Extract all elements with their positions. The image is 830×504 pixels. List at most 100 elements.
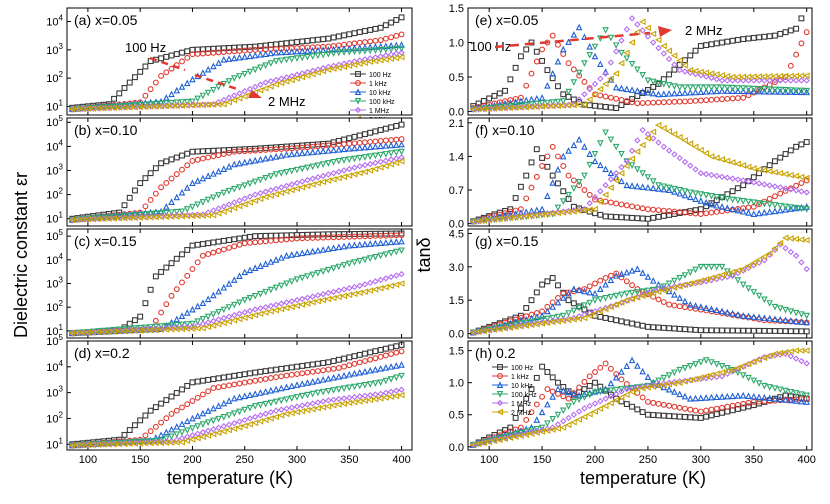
data-point	[288, 298, 295, 305]
data-point	[256, 418, 264, 425]
data-point	[607, 276, 615, 284]
data-point	[512, 64, 519, 71]
data-point	[634, 362, 641, 369]
data-point	[639, 292, 646, 300]
data-point	[283, 182, 290, 190]
data-point	[393, 32, 400, 39]
data-point	[771, 202, 779, 209]
data-point	[179, 279, 185, 286]
data-point	[252, 413, 259, 421]
data-point	[251, 178, 259, 186]
data-point	[309, 400, 316, 407]
data-point	[528, 159, 535, 166]
legend-label: 1 kHz	[369, 81, 387, 88]
data-point	[597, 388, 604, 396]
data-point	[319, 268, 327, 276]
data-point	[319, 65, 327, 72]
data-point	[215, 415, 222, 423]
data-point	[560, 101, 567, 109]
data-point	[116, 90, 123, 97]
data-point	[147, 86, 154, 93]
data-point	[612, 42, 620, 49]
data-point	[163, 397, 170, 404]
data-point	[288, 150, 296, 158]
data-point	[361, 43, 369, 51]
data-point	[628, 15, 636, 22]
data-point	[517, 213, 524, 221]
data-point	[210, 311, 217, 318]
data-point	[215, 316, 222, 323]
data-point	[533, 146, 540, 153]
y-tick-label: 0.5	[449, 410, 464, 422]
data-point	[231, 199, 238, 206]
data-point	[377, 379, 384, 386]
data-point	[755, 77, 763, 84]
data-point	[713, 208, 720, 215]
data-point	[549, 32, 556, 39]
data-point	[241, 314, 248, 321]
data-point	[761, 200, 768, 208]
data-point	[371, 57, 379, 65]
right-xlabel: temperature (K)	[580, 468, 706, 488]
data-point	[533, 317, 541, 325]
data-point	[755, 87, 763, 95]
data-point	[163, 179, 170, 186]
data-point	[335, 401, 342, 408]
data-point	[351, 283, 358, 291]
data-point	[559, 198, 567, 205]
data-point	[697, 146, 704, 154]
data-point	[393, 272, 400, 279]
data-point	[178, 83, 186, 90]
data-point	[178, 429, 186, 436]
data-point	[393, 349, 400, 356]
data-point	[512, 195, 519, 201]
data-point	[361, 367, 369, 375]
data-point	[314, 404, 321, 412]
data-point	[501, 324, 509, 332]
data-point	[650, 135, 657, 142]
data-point	[761, 181, 768, 188]
data-point	[496, 436, 503, 444]
data-point	[267, 173, 275, 180]
data-point	[262, 303, 269, 311]
data-point	[575, 315, 583, 322]
data-point	[210, 153, 217, 160]
data-point	[740, 77, 747, 84]
data-point	[639, 183, 646, 190]
data-point	[792, 317, 800, 325]
data-point	[654, 121, 662, 129]
data-point	[803, 29, 810, 36]
data-point	[623, 85, 631, 93]
data-point	[366, 255, 374, 262]
data-point	[189, 98, 196, 106]
data-point	[393, 141, 400, 148]
data-point	[251, 66, 259, 74]
data-point	[366, 153, 374, 160]
data-point	[179, 251, 185, 258]
data-point	[335, 174, 342, 182]
data-point	[681, 137, 688, 144]
data-point	[671, 83, 678, 90]
data-point	[691, 143, 699, 151]
data-point	[189, 414, 196, 422]
data-point	[267, 286, 275, 294]
data-point	[761, 314, 768, 321]
data-point	[539, 393, 546, 400]
data-point	[309, 378, 316, 385]
data-point	[168, 260, 175, 267]
data-point	[152, 423, 159, 430]
data-point	[340, 262, 348, 269]
data-point	[708, 74, 715, 82]
data-point	[325, 51, 332, 58]
data-point	[84, 329, 92, 336]
data-point	[591, 43, 599, 51]
data-point	[660, 80, 668, 88]
data-point	[523, 395, 530, 402]
data-point	[304, 391, 311, 399]
annotation-arrow	[194, 73, 241, 92]
data-point	[356, 169, 363, 177]
data-point	[713, 361, 721, 368]
data-point	[163, 203, 170, 210]
data-point	[613, 200, 620, 207]
